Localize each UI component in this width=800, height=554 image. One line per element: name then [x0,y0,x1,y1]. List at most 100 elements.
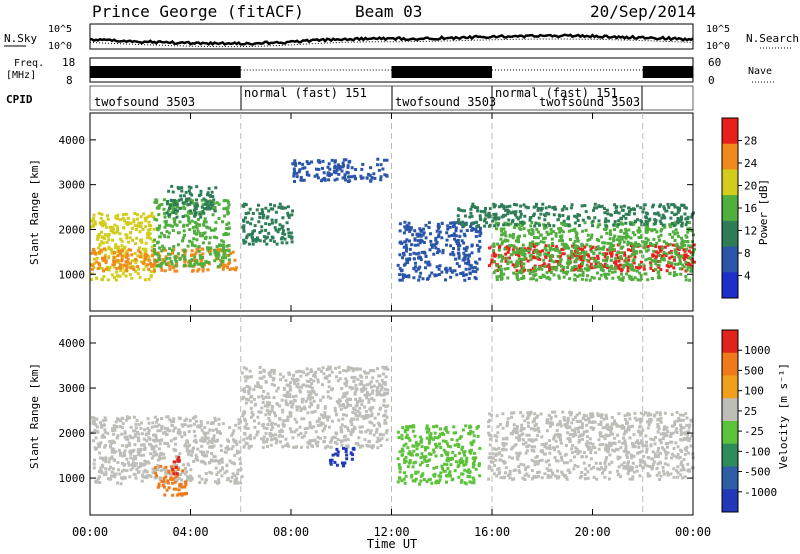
x-tick-label-0: 00:00 [72,525,108,539]
velocity-colorbar-tick-label-0: 1000 [744,344,771,357]
x-tick-label-6: 00:00 [675,525,711,539]
freq-label-line2: [MHz] [6,70,36,81]
freq-bar-solid-2 [642,66,693,78]
power-region-6 [396,220,483,282]
cpid-mode-5: twofsound 3503 [539,95,640,109]
power-colorbar-tick-label-0: 28 [744,135,757,148]
noise-sky-trace [89,33,694,46]
power-region-0 [90,211,156,282]
noise-panel-frame [89,23,694,50]
velocity-colorbar-tick-label-3: 25 [744,405,757,418]
x-tick-label-4: 16:00 [474,525,510,539]
velocity-region-3 [240,365,390,450]
noise-left-label: N.Sky [4,32,37,45]
power-axes: 1000 2000 3000 4000 [59,113,693,311]
velocity-region-5 [396,424,482,486]
freq-tick-high: 18 [62,56,75,69]
x-axis-label: Time UT [367,537,418,551]
velocity-region-1 [153,464,188,497]
velocity-ylabel: Slant Range [km] [28,363,41,469]
velocity-colorbar-swatch-6 [722,466,738,490]
power-colorbar-swatch-2 [722,169,738,196]
velocity-colorbar-tick-label-1: 500 [744,364,764,377]
noise-tick-high-right: 10^5 [706,24,730,35]
power-colorbar-swatch-4 [722,220,738,248]
power-panel-frame [89,112,694,312]
power-colorbar-tick-label-6: 4 [744,270,751,283]
power-data-layer [90,157,696,282]
power-ytick-label-3000: 3000 [59,179,86,192]
cpid-mode-3: twofsound 3503 [395,95,496,109]
nave-tick-high: 60 [708,56,721,69]
velocity-colorbar-frame [721,329,739,513]
x-tick-label-1: 04:00 [172,525,208,539]
date-title: 20/Sep/2014 [590,2,696,21]
freq-bar-solid-1 [391,66,492,78]
velocity-colorbar-swatch-7 [722,489,738,513]
power-colorbar-tick-label-5: 8 [744,247,751,260]
velocity-colorbar-tick-label-6: -500 [744,466,771,479]
velocity-data-layer [91,365,695,497]
beam-title: Beam 03 [355,2,422,21]
velocity-ytick-label-4000: 4000 [59,337,86,350]
velocity-region-4 [329,446,356,468]
velocity-ytick-label-2000: 2000 [59,427,86,440]
velocity-colorbar-swatch-3 [722,398,738,422]
velocity-region-6 [487,410,695,481]
nave-tick-low: 0 [708,74,715,87]
power-region-3 [165,184,218,219]
velocity-region-2 [171,455,181,476]
velocity-colorbar-label: Velocity [m s⁻¹] [777,363,790,469]
power-colorbar-tick-label-3: 16 [744,202,757,215]
power-region-8 [492,220,696,282]
power-colorbar-swatch-1 [722,143,738,170]
noise-tick-low-left: 10^0 [48,41,72,52]
velocity-colorbar-swatch-0 [722,330,738,354]
x-tick-label-5: 20:00 [574,525,610,539]
velocity-colorbar-tick-label-2: 100 [744,385,764,398]
freq-tick-low: 8 [66,74,73,87]
power-colorbar-swatch-3 [722,195,738,222]
velocity-ytick-label-3000: 3000 [59,382,86,395]
x-tick-label-3: 12:00 [373,525,409,539]
power-ytick-label-2000: 2000 [59,223,86,236]
station-title: Prince George (fitACF) [92,2,304,21]
cpid-mode-1: twofsound 3503 [94,95,195,109]
power-colorbar: 28 24 20 16 12 8 4 [721,117,758,299]
freq-bars [90,66,693,78]
power-region-9 [456,202,695,228]
velocity-colorbar-tick-label-4: -25 [744,425,764,438]
power-colorbar-tick-label-1: 24 [744,157,758,170]
power-region-4 [241,202,294,246]
power-colorbar-swatch-6 [722,272,738,299]
freq-bar-solid-0 [90,66,241,78]
noise-tick-high-left: 10^5 [48,24,72,35]
velocity-colorbar-tick-label-5: -100 [744,445,771,458]
power-ylabel: Slant Range [km] [28,159,41,265]
velocity-region-0 [91,415,244,486]
velocity-colorbar-swatch-2 [722,375,738,399]
velocity-ytick-label-1000: 1000 [59,472,86,485]
velocity-colorbar-tick-label-7: -1000 [744,486,777,499]
velocity-axes: 1000 2000 3000 4000 [59,316,693,515]
noise-tick-low-right: 10^0 [706,41,730,52]
noise-right-label: N.Search [746,32,799,45]
power-region-2 [152,198,231,269]
velocity-colorbar-swatch-4 [722,421,738,445]
x-tick-label-2: 08:00 [273,525,309,539]
power-colorbar-swatch-5 [722,246,738,273]
velocity-colorbar: 1000 500 100 25 -25 -100 -500 -1000 [721,329,777,513]
velocity-colorbar-swatch-5 [722,443,738,467]
cpid-mode-2: normal (fast) 151 [244,86,367,100]
cpid-label: CPID [6,93,33,106]
power-colorbar-tick-label-2: 20 [744,180,757,193]
freq-label-line1: Freq. [14,58,44,69]
power-ytick-label-4000: 4000 [59,134,86,147]
power-colorbar-swatch-0 [722,118,738,145]
power-colorbar-tick-label-4: 12 [744,225,757,238]
power-region-5 [291,157,389,183]
power-colorbar-label: Power [dB] [757,179,770,245]
power-ytick-label-1000: 1000 [59,268,86,281]
velocity-colorbar-swatch-1 [722,352,738,376]
